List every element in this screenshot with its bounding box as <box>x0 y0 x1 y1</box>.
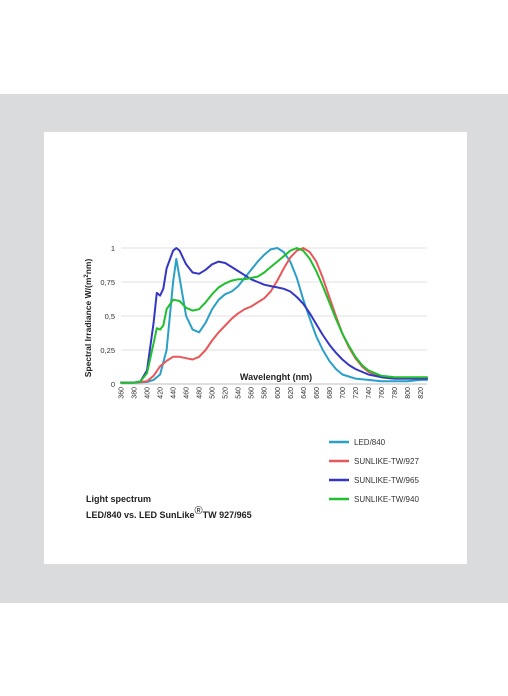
x-tick-label: 480 <box>197 387 204 399</box>
axes: 0 0,25 0,5 0,75 1 360 380 400 420 440 460 480 500 520… <box>100 244 427 399</box>
x-tick-label: 580 <box>262 387 269 399</box>
x-tick-label: 720 <box>353 387 360 399</box>
x-tick-label: 500 <box>210 387 217 399</box>
legend-label: SUNLIKE-TW/927 <box>354 457 419 466</box>
x-tick-label: 400 <box>145 387 152 399</box>
y-tick-label: 0,25 <box>100 346 115 355</box>
caption-line-2-prefix: LED/840 vs. LED SunLike <box>86 510 195 520</box>
y-axis-label-sup: 2 <box>84 274 90 278</box>
y-tick-label: 0,75 <box>100 278 115 287</box>
x-tick-label: 600 <box>275 387 282 399</box>
spectrum-chart: 0 0,25 0,5 0,75 1 360 380 400 420 440 460 480 500 520… <box>83 244 428 504</box>
x-tick-label: 680 <box>327 387 334 399</box>
x-tick-label: 440 <box>171 387 178 399</box>
caption: Light spectrum LED/840 vs. LED SunLike®T… <box>86 493 252 521</box>
caption-line-2-suffix: TW 927/965 <box>202 510 252 520</box>
x-tick-label: 360 <box>119 387 126 399</box>
x-tick-label: 780 <box>392 387 399 399</box>
series-line <box>120 247 428 384</box>
x-tick-label: 740 <box>366 387 373 399</box>
x-tick-label: 700 <box>340 387 347 399</box>
y-axis-label-main: Spectral Irradiance W/(m <box>83 277 93 377</box>
legend-label: LED/840 <box>354 438 386 447</box>
x-tick-label: 640 <box>301 387 308 399</box>
series-lines <box>120 247 428 384</box>
caption-line-1: Light spectrum <box>86 494 152 504</box>
x-tick-label: 660 <box>314 387 321 399</box>
series-line <box>120 247 428 384</box>
x-tick-label: 520 <box>223 387 230 399</box>
series-line <box>120 247 428 384</box>
caption-line-2: LED/840 vs. LED SunLike®TW 927/965 <box>86 505 252 521</box>
x-tick-label: 540 <box>236 387 243 399</box>
legend-label: SUNLIKE-TW/940 <box>354 495 419 504</box>
y-tick-label: 0,5 <box>105 312 115 321</box>
x-tick-label: 460 <box>184 387 191 399</box>
legend: LED/840 SUNLIKE-TW/927 SUNLIKE-TW/965 SUNLI… <box>329 438 419 504</box>
x-tick-label: 820 <box>418 387 425 399</box>
x-tick-label: 760 <box>379 387 386 399</box>
x-tick-label: 420 <box>158 387 165 399</box>
x-tick-label: 560 <box>249 387 256 399</box>
x-axis-label: Wavelenght (nm) <box>240 372 312 382</box>
registered-mark: ® <box>194 505 203 517</box>
x-tick-label: 380 <box>132 387 139 399</box>
chart-card: 0 0,25 0,5 0,75 1 360 380 400 420 440 460 480 500 520… <box>44 132 467 564</box>
legend-label: SUNLIKE-TW/965 <box>354 476 419 485</box>
y-tick-label: 0 <box>111 380 115 389</box>
y-axis-label: Spectral Irradiance W/(m2nm) <box>83 259 93 378</box>
y-axis-label-end: nm) <box>83 259 93 275</box>
x-tick-label: 620 <box>288 387 295 399</box>
figure-frame: 0 0,25 0,5 0,75 1 360 380 400 420 440 460 480 500 520… <box>0 94 508 603</box>
y-tick-label: 1 <box>111 244 115 253</box>
x-tick-label: 800 <box>405 387 412 399</box>
